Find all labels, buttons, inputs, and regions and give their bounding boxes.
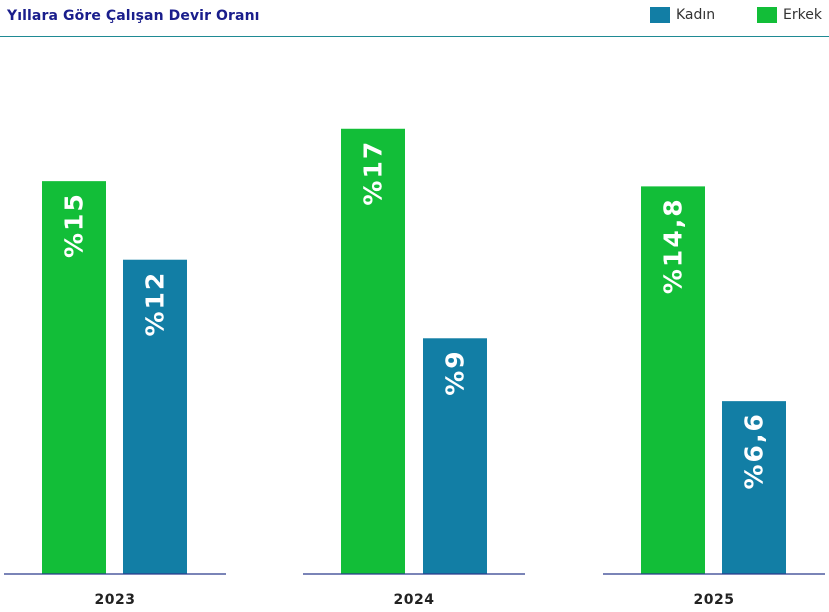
bar-value-label: %17	[359, 140, 388, 206]
bar-value-label: %15	[60, 192, 89, 258]
bar-kadin-2023	[123, 259, 187, 574]
bar-kadin-2024	[423, 338, 487, 574]
bar-value-label: %9	[441, 349, 470, 395]
bar-value-label: %12	[141, 271, 170, 337]
bar-value-label: %14,8	[659, 197, 688, 294]
chart-header: Yıllara Göre Çalışan Devir Oranı Kadın E…	[0, 0, 829, 37]
bar-erkek-2025	[641, 186, 705, 574]
legend-swatch-kadin	[650, 7, 670, 23]
bar-erkek-2024	[341, 128, 405, 574]
chart-title: Yıllara Göre Çalışan Devir Oranı	[7, 8, 260, 24]
bar-kadin-2025	[722, 401, 786, 574]
x-tick-label: 2025	[694, 592, 735, 608]
legend-label-kadin: Kadın	[676, 7, 716, 23]
x-tick-label: 2024	[394, 592, 435, 608]
legend-item-erkek: Erkek	[757, 6, 822, 24]
legend-label-erkek: Erkek	[783, 7, 822, 23]
legend-swatch-erkek	[757, 7, 777, 23]
legend-item-kadin: Kadın	[650, 6, 715, 24]
header-divider	[0, 36, 829, 37]
bar-value-label: %6,6	[740, 412, 769, 489]
x-tick-label: 2023	[95, 592, 136, 608]
bar-erkek-2023	[42, 181, 106, 574]
